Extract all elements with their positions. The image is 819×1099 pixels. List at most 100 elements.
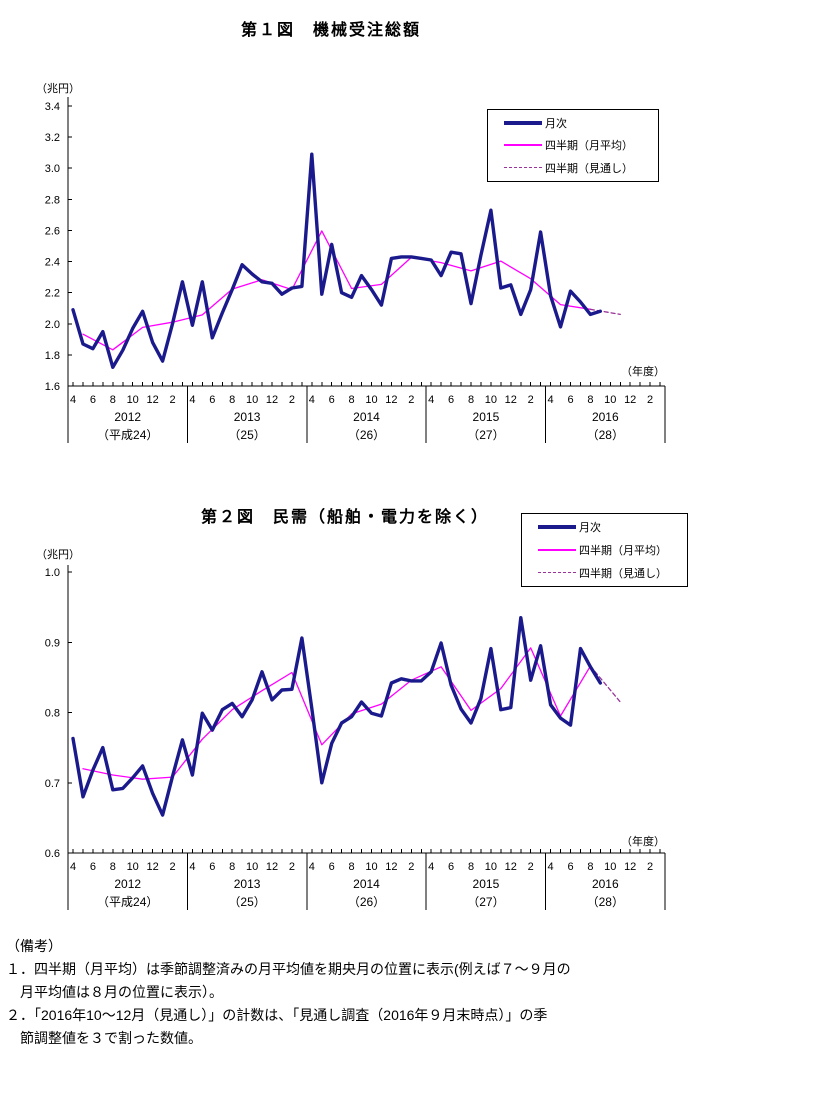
month-tick-label: 10 — [246, 394, 258, 406]
y-tick-label: 2.2 — [45, 288, 60, 300]
month-tick-label: 10 — [485, 394, 497, 406]
month-tick-label: 12 — [146, 861, 158, 873]
month-tick-label: 10 — [365, 394, 377, 406]
note-line-3: ２．「2016年10～12月（見通し）」の計数は、「見通し調査（2016年９月末… — [6, 1007, 548, 1023]
month-tick-label: 2 — [647, 394, 653, 406]
month-tick-label: 2 — [647, 861, 653, 873]
month-tick-label: 6 — [567, 394, 573, 406]
year-label: 2014 — [353, 410, 380, 424]
month-tick-label: 12 — [624, 861, 636, 873]
month-tick-label: 12 — [505, 394, 517, 406]
y-tick-label: 2.8 — [45, 194, 60, 206]
month-tick-label: 4 — [189, 861, 195, 873]
y-tick-label: 3.0 — [45, 163, 60, 175]
month-tick-label: 8 — [349, 394, 355, 406]
month-tick-label: 6 — [448, 394, 454, 406]
quarterly-line-sample-icon — [538, 548, 576, 551]
figure2-title: 第２図 民需（船舶・電力を除く） — [200, 509, 489, 526]
year-label: 2014 — [353, 877, 380, 891]
month-tick-label: 10 — [604, 861, 616, 873]
month-tick-label: 6 — [90, 394, 96, 406]
month-tick-label: 8 — [587, 861, 593, 873]
monthly-line-sample-icon — [538, 525, 576, 530]
month-tick-label: 6 — [448, 861, 454, 873]
y-tick-label: 0.6 — [45, 848, 60, 860]
monthly-line — [71, 616, 602, 817]
y-tick-label: 1.8 — [45, 350, 60, 362]
month-tick-label: 4 — [189, 394, 195, 406]
y-tick-label: 2.0 — [45, 319, 60, 331]
month-tick-label: 2 — [169, 861, 175, 873]
month-tick-label: 10 — [127, 394, 139, 406]
year-label: 2016 — [592, 877, 619, 891]
y-tick-label: 3.4 — [45, 101, 60, 113]
month-tick-label: 8 — [468, 394, 474, 406]
year-era-label: （平成24） — [97, 428, 158, 442]
y-tick-label: 2.6 — [45, 225, 60, 237]
month-tick-label: 2 — [289, 861, 295, 873]
y-tick-label: 0.7 — [45, 778, 60, 790]
year-label: 2015 — [473, 877, 500, 891]
month-tick-label: 12 — [266, 861, 278, 873]
legend-label-monthly: 月次 — [579, 522, 601, 535]
quarterly-line — [82, 230, 592, 351]
figure1-x-unit-label: （年度） — [621, 366, 665, 378]
month-tick-label: 10 — [485, 861, 497, 873]
month-tick-label: 10 — [246, 861, 258, 873]
legend-label-forecast: 四半期（見通し） — [545, 162, 633, 175]
month-tick-label: 4 — [309, 394, 315, 406]
forecast-line — [589, 308, 621, 316]
month-tick-label: 2 — [408, 394, 414, 406]
month-tick-label: 2 — [408, 861, 414, 873]
month-tick-label: 4 — [309, 861, 315, 873]
legend-label-quarterly: 四半期（月平均） — [545, 140, 633, 153]
year-label: 2012 — [114, 410, 141, 424]
month-tick-label: 12 — [385, 394, 397, 406]
year-era-label: （28） — [587, 428, 624, 442]
month-tick-label: 8 — [587, 394, 593, 406]
year-era-label: （25） — [228, 428, 265, 442]
month-tick-label: 6 — [209, 394, 215, 406]
year-era-label: （27） — [467, 895, 504, 909]
month-tick-label: 4 — [548, 861, 554, 873]
year-era-label: （28） — [587, 895, 624, 909]
month-tick-label: 12 — [146, 394, 158, 406]
figure1-title: 第１図 機械受注総額 — [240, 22, 421, 39]
year-label: 2013 — [234, 877, 261, 891]
month-tick-label: 12 — [624, 394, 636, 406]
month-tick-label: 6 — [90, 861, 96, 873]
year-era-label: （平成24） — [97, 895, 158, 909]
month-tick-label: 12 — [505, 861, 517, 873]
legend-item-monthly: 月次 — [504, 115, 658, 131]
year-era-label: （26） — [348, 895, 385, 909]
month-tick-label: 4 — [548, 394, 554, 406]
figure1-y-unit-label: （兆円） — [36, 83, 80, 95]
note-line-2: 月平均値は８月の位置に表示）。 — [6, 984, 223, 1000]
forecast-line-sample-icon — [504, 167, 542, 169]
legend-label-forecast: 四半期（見通し） — [579, 567, 667, 580]
month-tick-label: 4 — [428, 394, 434, 406]
y-tick-label: 1.6 — [45, 381, 60, 393]
monthly-line-sample-icon — [504, 121, 542, 126]
month-tick-label: 10 — [365, 861, 377, 873]
legend-item-quarterly: 四半期（月平均） — [504, 137, 658, 153]
y-tick-label: 3.2 — [45, 132, 60, 144]
year-label: 2013 — [234, 410, 261, 424]
legend-label-quarterly: 四半期（月平均） — [579, 544, 667, 557]
month-tick-label: 6 — [329, 394, 335, 406]
month-tick-label: 6 — [567, 861, 573, 873]
figure2-legend: 月次 四半期（月平均） 四半期（見通し） — [521, 513, 688, 587]
forecast-line-sample-icon — [538, 572, 576, 574]
month-tick-label: 8 — [110, 394, 116, 406]
figure2-x-unit-label: （年度） — [621, 836, 665, 848]
month-tick-label: 10 — [127, 861, 139, 873]
legend-item-quarterly: 四半期（月平均） — [538, 542, 687, 558]
legend-item-monthly: 月次 — [538, 519, 687, 535]
year-label: 2015 — [473, 410, 500, 424]
month-tick-label: 2 — [528, 861, 534, 873]
month-tick-label: 2 — [289, 394, 295, 406]
month-tick-label: 2 — [169, 394, 175, 406]
month-tick-label: 4 — [70, 861, 76, 873]
figure1-legend: 月次 四半期（月平均） 四半期（見通し） — [487, 109, 659, 182]
